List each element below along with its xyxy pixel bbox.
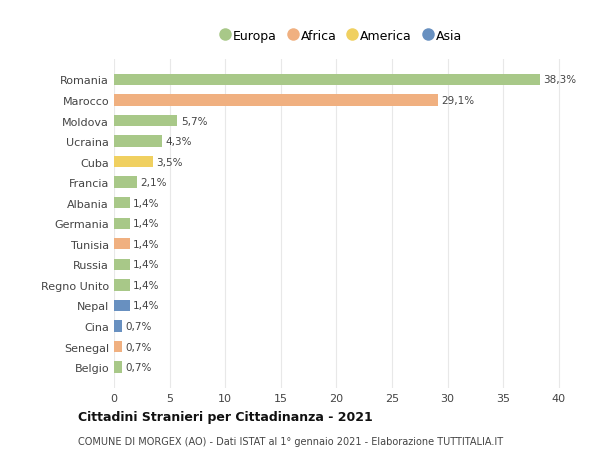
Bar bbox=[114, 239, 130, 250]
Bar bbox=[114, 95, 437, 106]
Text: 0,7%: 0,7% bbox=[125, 342, 151, 352]
Bar bbox=[114, 157, 153, 168]
Bar bbox=[114, 280, 130, 291]
Legend: Europa, Africa, America, Asia: Europa, Africa, America, Asia bbox=[218, 27, 466, 47]
Bar bbox=[114, 259, 130, 270]
Bar bbox=[114, 300, 130, 311]
Text: 1,4%: 1,4% bbox=[133, 280, 160, 290]
Bar bbox=[114, 321, 122, 332]
Text: 2,1%: 2,1% bbox=[140, 178, 167, 188]
Bar bbox=[114, 198, 130, 209]
Text: Cittadini Stranieri per Cittadinanza - 2021: Cittadini Stranieri per Cittadinanza - 2… bbox=[78, 410, 373, 423]
Text: 1,4%: 1,4% bbox=[133, 260, 160, 270]
Text: 0,7%: 0,7% bbox=[125, 362, 151, 372]
Bar bbox=[114, 75, 540, 86]
Bar bbox=[114, 218, 130, 230]
Text: 0,7%: 0,7% bbox=[125, 321, 151, 331]
Bar bbox=[114, 116, 178, 127]
Bar bbox=[114, 177, 137, 188]
Text: 1,4%: 1,4% bbox=[133, 219, 160, 229]
Text: 1,4%: 1,4% bbox=[133, 198, 160, 208]
Bar bbox=[114, 341, 122, 353]
Text: 3,5%: 3,5% bbox=[156, 157, 183, 167]
Text: COMUNE DI MORGEX (AO) - Dati ISTAT al 1° gennaio 2021 - Elaborazione TUTTITALIA.: COMUNE DI MORGEX (AO) - Dati ISTAT al 1°… bbox=[78, 437, 503, 446]
Bar bbox=[114, 136, 162, 147]
Text: 38,3%: 38,3% bbox=[544, 75, 577, 85]
Text: 1,4%: 1,4% bbox=[133, 239, 160, 249]
Text: 5,7%: 5,7% bbox=[181, 116, 207, 126]
Bar bbox=[114, 362, 122, 373]
Text: 29,1%: 29,1% bbox=[441, 96, 474, 106]
Text: 1,4%: 1,4% bbox=[133, 301, 160, 311]
Text: 4,3%: 4,3% bbox=[165, 137, 191, 147]
